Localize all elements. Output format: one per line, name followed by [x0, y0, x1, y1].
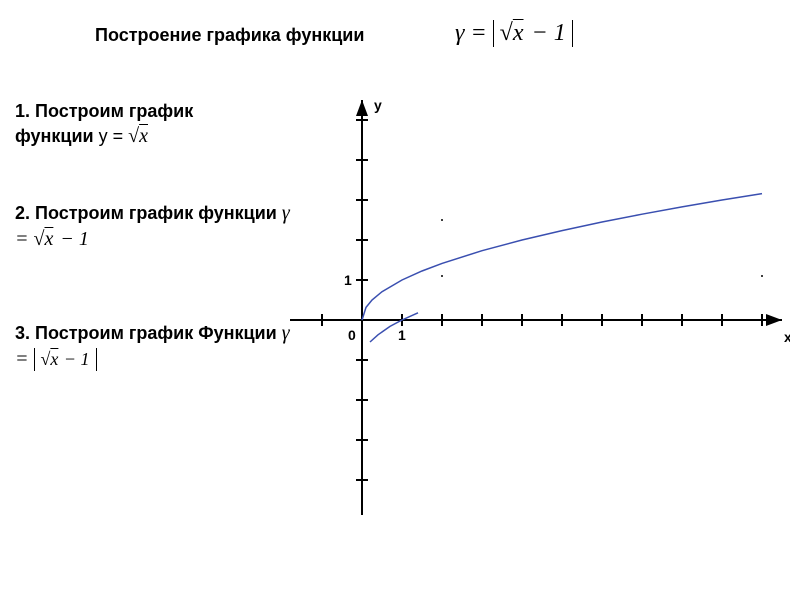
step-2: 2. Построим график функции γ = √x − 1 [15, 200, 305, 252]
marker-dot [761, 275, 763, 277]
page-title: Построение графика функции [95, 25, 364, 46]
y-tick-label-1: 1 [344, 272, 352, 288]
x-tick-label-1: 1 [398, 327, 406, 343]
marker-dot [441, 219, 443, 221]
y-axis-label: у [374, 97, 382, 113]
marker-dot [441, 275, 443, 277]
title-formula: γ = √x − 1 [455, 20, 573, 47]
curve-sqrt-x-minus1-stub [370, 313, 418, 342]
step3-prefix: 3. Построим график Функции [15, 323, 282, 343]
step2-prefix: 2. Построим график функции [15, 203, 282, 223]
origin-label: 0 [348, 327, 356, 343]
step1-expr: √x [128, 125, 150, 147]
step-3: 3. Построим график Функции γ = √x − 1 [15, 320, 305, 372]
step1-func-label: у = [99, 126, 129, 146]
function-chart: х у 0 1 1 [290, 75, 790, 515]
x-axis-label: х [784, 329, 790, 345]
curve-sqrt-x [362, 194, 762, 320]
step-1: 1. Построим график функции у = √x [15, 100, 275, 149]
